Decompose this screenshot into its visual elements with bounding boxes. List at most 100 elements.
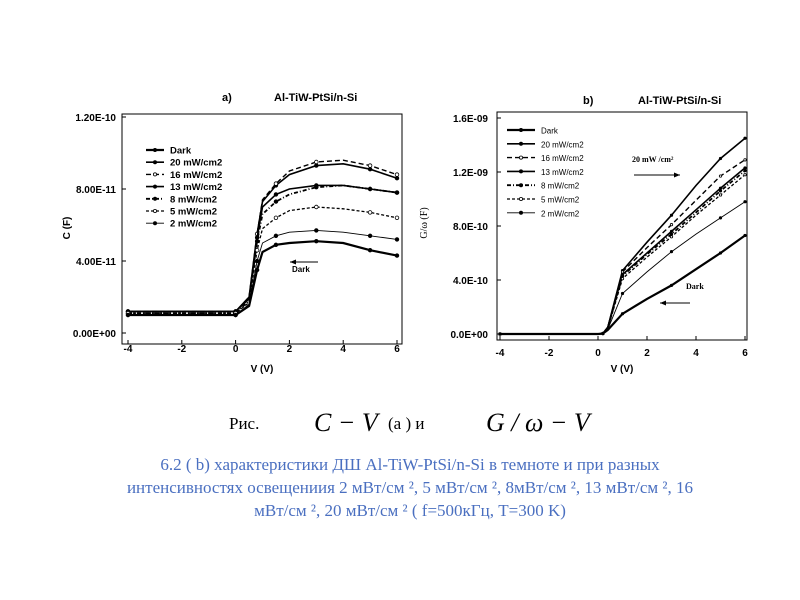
panel-1-data-point: [718, 186, 723, 190]
panel-0-series-line-2: [128, 159, 398, 313]
panel-1-data-point: [743, 158, 747, 162]
panel-1-y-tick-label: 0.0E+00: [450, 330, 488, 341]
panel-1-legend-label-0: Dark: [541, 127, 559, 136]
panel-1-y-tick-label: 1.6E-09: [453, 114, 488, 125]
panel-1-x-tick-label: 6: [742, 348, 748, 359]
panel-0-data-point: [367, 233, 373, 238]
panel-1-data-point: [718, 251, 723, 255]
panel-1-data-point: [669, 213, 674, 217]
panel-1-legend-marker-4: [519, 183, 524, 188]
panel-0-data-point: [273, 199, 279, 204]
panel-0-series-line-6: [128, 229, 398, 316]
panel-1-plot-frame: [496, 111, 748, 341]
panel-0-legend-marker-4: [152, 196, 157, 201]
panel-1-data-point: [669, 235, 674, 239]
panel-0-legend-label-4: 8 mW/cm2: [170, 194, 217, 205]
panel-0-label: a): [222, 92, 232, 104]
panel-1-y-tick-label: 1.2E-09: [453, 168, 488, 179]
panel-0-data-point: [367, 166, 373, 172]
panel-0-y-tick-label: 4.00E-11: [76, 257, 116, 268]
panel-1-data-point: [498, 332, 502, 336]
cv-formula: C − V: [314, 408, 378, 437]
panel-1-data-point: [620, 312, 625, 316]
panel-0-x-tick-label: 4: [340, 344, 346, 355]
panel-0-legend-marker-0: [152, 147, 157, 152]
panel-1-series-line-6: [500, 201, 746, 335]
panel-1-label: b): [583, 95, 594, 107]
panel-0-data-point: [125, 312, 131, 318]
panel-1-annotation-arrowhead-0: [674, 172, 680, 178]
panel-1-data-point: [669, 232, 674, 236]
panel-0-x-tick-label: 6: [394, 344, 400, 355]
panel-1-data-point: [669, 250, 674, 254]
panel-0-legend-label-2: 16 mW/cm2: [170, 170, 222, 181]
panel-0-data-point: [273, 181, 279, 186]
panel-0-data-point: [314, 204, 319, 210]
panel-0-legend-label-0: Dark: [170, 146, 192, 157]
panel-0-x-tick-label: -2: [177, 344, 186, 355]
panel-0-data-point: [314, 238, 319, 244]
gv-formula: G / ω − V: [486, 408, 590, 437]
panel-1-data-point: [743, 173, 747, 177]
panel-0-data-point: [254, 258, 260, 264]
caption-line-2: интенсивностях освещениия 2 мВт/см ², 5 …: [126, 478, 694, 497]
panel-0-x-axis-label: V (V): [251, 364, 274, 375]
panel-0-series-line-4: [128, 184, 398, 315]
panel-1-data-point: [718, 189, 723, 193]
panel-0-data-point: [367, 247, 373, 253]
panel-0-data-point: [273, 242, 279, 247]
panel-1-x-tick-label: -4: [496, 348, 505, 359]
panel-1-data-point: [620, 274, 625, 278]
panel-1-series-line-3: [500, 167, 746, 335]
panel-1-series-line-2: [500, 159, 746, 335]
panel-0-data-point: [367, 210, 373, 215]
panel-0-data-point: [314, 163, 319, 168]
panel-0-y-tick-label: 8.00E-11: [76, 185, 116, 196]
panel-1-series-line-0: [500, 234, 746, 336]
panel-1-data-point: [669, 223, 674, 227]
panel-0-data-point: [394, 237, 400, 242]
panel-0-data-point: [394, 253, 400, 258]
panel-0-title: Al-TiW-PtSi/n-Si: [274, 92, 357, 104]
panel-0-data-point: [394, 175, 400, 181]
panel-0-legend-marker-3: [152, 184, 157, 189]
panel-1-data-point: [718, 156, 723, 161]
panel-0-data-point: [314, 228, 319, 233]
panel-1-legend-label-3: 13 mW/cm2: [541, 168, 584, 177]
panel-1-data-point: [743, 169, 747, 173]
panel-1-data-point: [620, 277, 625, 281]
panel-1-series-line-4: [500, 170, 746, 335]
panel-1-data-point: [620, 270, 625, 274]
panel-0-x-tick-label: -4: [124, 344, 133, 355]
panel-1-data-point: [669, 229, 674, 233]
panel-1-data-point: [743, 233, 747, 238]
panel-1-legend-label-6: 2 mW/cm2: [541, 209, 580, 218]
panel-1-legend-label-1: 20 mW/cm2: [541, 140, 584, 149]
panel-0-data-point: [273, 233, 279, 238]
panel-1-data-point: [620, 291, 625, 296]
panel-1-title: Al-TiW-PtSi/n-Si: [638, 95, 721, 107]
panel-0-plot-frame: [121, 113, 403, 345]
panel-1-x-axis-label: V (V): [611, 364, 634, 375]
panel-0-x-tick-label: 0: [233, 344, 239, 355]
panel-0-data-point: [394, 172, 400, 177]
panel-0-series-line-0: [128, 240, 398, 317]
panel-1-y-axis-label: G/ω (F): [419, 207, 430, 238]
figure-reference-row: Рис. C − V (а ) и G / ω − V: [0, 408, 800, 448]
panel-0-data-point: [367, 163, 373, 168]
panel-0-y-tick-label: 0.00E+00: [73, 329, 117, 340]
panel-1-data-point: [669, 283, 674, 287]
panel-0-legend-label-1: 20 mW/cm2: [170, 158, 222, 169]
panel-0-data-point: [314, 184, 319, 190]
panel-0-data-point: [314, 159, 319, 165]
panel-1-data-point: [718, 193, 723, 197]
panel-0-y-tick-label: 1.20E-10: [75, 113, 116, 124]
panel-1-data-point: [743, 166, 747, 170]
panel-0-legend-marker-1: [152, 160, 157, 165]
panel-1-legend-marker-6: [519, 210, 524, 215]
caption-line-3: мВт/см ², 20 мВт/см ² ( f=500кГц, T=300 …: [254, 501, 566, 520]
panel-1-annotation-0: 20 mW /cm²: [632, 155, 674, 164]
ris-label: Рис.: [229, 414, 260, 433]
panel-1-legend-marker-5: [519, 196, 524, 201]
